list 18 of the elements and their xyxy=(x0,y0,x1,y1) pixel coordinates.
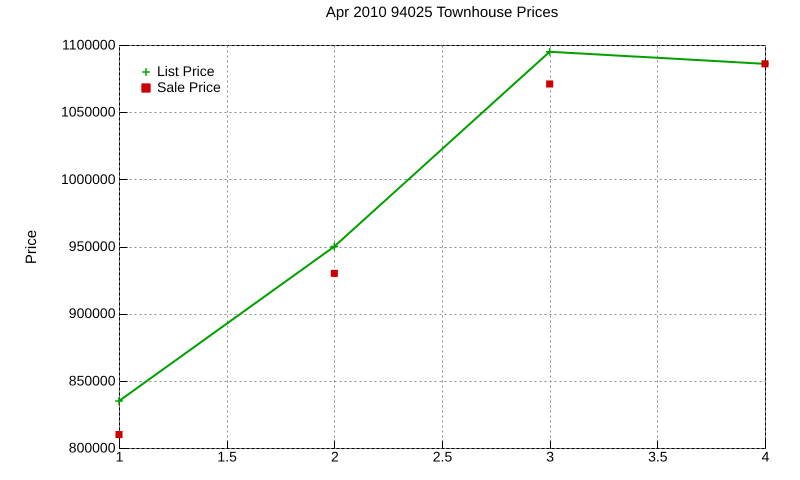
x-tick-label: 4 xyxy=(762,448,770,464)
legend-label: Sale Price xyxy=(157,79,222,95)
x-tick-label: 2.5 xyxy=(432,448,452,464)
y-axis-title: Price xyxy=(22,230,40,264)
y-tick-label: 1100000 xyxy=(62,36,116,52)
y-tick-label: 1050000 xyxy=(60,104,116,120)
x-tick-label: 1 xyxy=(116,448,124,464)
x-tick-label: 3 xyxy=(546,448,554,464)
y-tick-label: 800000 xyxy=(68,440,116,456)
y-tick-label: 850000 xyxy=(68,372,116,388)
y-tick-label: 1000000 xyxy=(60,170,116,187)
legend-label: List Price xyxy=(157,63,215,79)
x-tick-label: 2 xyxy=(330,448,339,464)
x-tick-label: 3.5 xyxy=(648,448,668,464)
x-tick-label: 1.5 xyxy=(217,448,238,464)
chart-title: Apr 2010 94025 Townhouse Prices xyxy=(326,4,558,21)
y-tick-label: 950000 xyxy=(68,238,116,254)
y-tick-label: 900000 xyxy=(68,305,116,322)
